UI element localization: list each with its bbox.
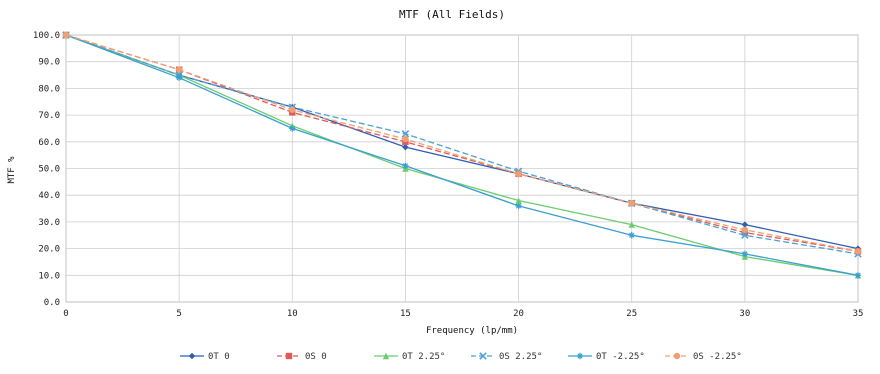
legend-item: 0S 0 xyxy=(277,352,327,362)
legend-item: 0T 0 xyxy=(180,352,230,362)
chart-title: MTF (All Fields) xyxy=(399,8,505,21)
series-5 xyxy=(62,31,862,255)
legend-item: 0T -2.25° xyxy=(568,352,645,362)
y-tick-label: 20.0 xyxy=(38,245,60,255)
x-tick-label: 35 xyxy=(853,309,864,319)
series-line xyxy=(65,34,859,255)
legend-label: 0S -2.25° xyxy=(693,352,742,362)
data-point xyxy=(175,66,183,73)
y-tick-label: 100.0 xyxy=(33,31,60,41)
legend-label: 0S 2.25° xyxy=(499,352,542,362)
x-axis-label: Frequency (lp/mm) xyxy=(426,326,518,336)
legend-marker xyxy=(285,352,293,360)
series-line xyxy=(65,34,859,252)
data-point xyxy=(515,202,522,210)
x-tick-label: 20 xyxy=(513,309,524,319)
y-tick-label: 40.0 xyxy=(38,191,60,201)
legend-label: 0T -2.25° xyxy=(596,352,645,362)
y-axis-ticks: 0.0 10.0 20.0 30.0 40.0 50.0 60.0 70.0 80.0 90.0 1… xyxy=(33,31,60,308)
x-tick-label: 15 xyxy=(400,309,411,319)
y-tick-label: 0.0 xyxy=(44,298,60,308)
data-point xyxy=(289,125,296,132)
data-point xyxy=(62,31,70,39)
x-tick-label: 30 xyxy=(739,309,750,319)
y-tick-label: 50.0 xyxy=(38,165,60,175)
data-point xyxy=(628,221,635,228)
legend-marker xyxy=(188,352,196,360)
x-tick-label: 5 xyxy=(176,309,181,319)
data-point xyxy=(401,130,410,138)
y-axis-label: MTF % xyxy=(7,156,17,184)
series-line xyxy=(65,34,859,276)
x-tick-label: 0 xyxy=(63,309,68,319)
data-point xyxy=(289,106,296,113)
data-point xyxy=(175,74,183,81)
data-point xyxy=(515,197,522,204)
legend: 0T 0 0S 0 0T 2.25° 0S 2.25° 0T -2.25° 0S -2.2… xyxy=(180,352,742,362)
x-tick-label: 25 xyxy=(626,309,637,319)
data-point xyxy=(402,143,409,151)
y-tick-label: 60.0 xyxy=(38,138,60,148)
legend-item: 0S 2.25° xyxy=(471,352,542,362)
legend-item: 0S -2.25° xyxy=(665,352,742,362)
legend-label: 0S 0 xyxy=(305,352,327,362)
data-point xyxy=(628,200,635,207)
y-tick-label: 10.0 xyxy=(38,271,60,281)
series-1 xyxy=(62,31,862,255)
y-tick-label: 90.0 xyxy=(38,58,60,68)
series-group xyxy=(62,31,862,279)
data-point xyxy=(402,162,409,170)
legend-label: 0T 2.25° xyxy=(402,352,445,362)
series-line xyxy=(65,34,859,276)
data-point xyxy=(515,170,522,178)
legend-label: 0T 0 xyxy=(208,352,230,362)
data-point xyxy=(741,221,749,228)
data-point xyxy=(741,250,749,258)
legend-marker xyxy=(479,352,487,360)
x-axis-ticks: 0 5 10 15 20 25 30 35 xyxy=(63,309,863,319)
y-tick-label: 30.0 xyxy=(38,218,60,228)
data-point xyxy=(741,231,749,239)
grid-lines xyxy=(65,34,859,303)
legend-marker xyxy=(673,352,681,360)
series-line xyxy=(65,34,859,252)
data-point xyxy=(854,272,862,279)
legend-item: 0T 2.25° xyxy=(374,352,445,362)
data-point xyxy=(854,248,862,255)
legend-marker xyxy=(576,352,584,360)
data-point xyxy=(628,232,635,239)
series-2 xyxy=(62,31,862,279)
series-4 xyxy=(62,31,862,279)
y-tick-label: 80.0 xyxy=(38,84,60,94)
data-point xyxy=(741,226,749,234)
legend-marker xyxy=(382,352,390,360)
x-tick-label: 10 xyxy=(287,309,298,319)
y-tick-label: 70.0 xyxy=(38,111,60,121)
data-point xyxy=(402,135,409,143)
